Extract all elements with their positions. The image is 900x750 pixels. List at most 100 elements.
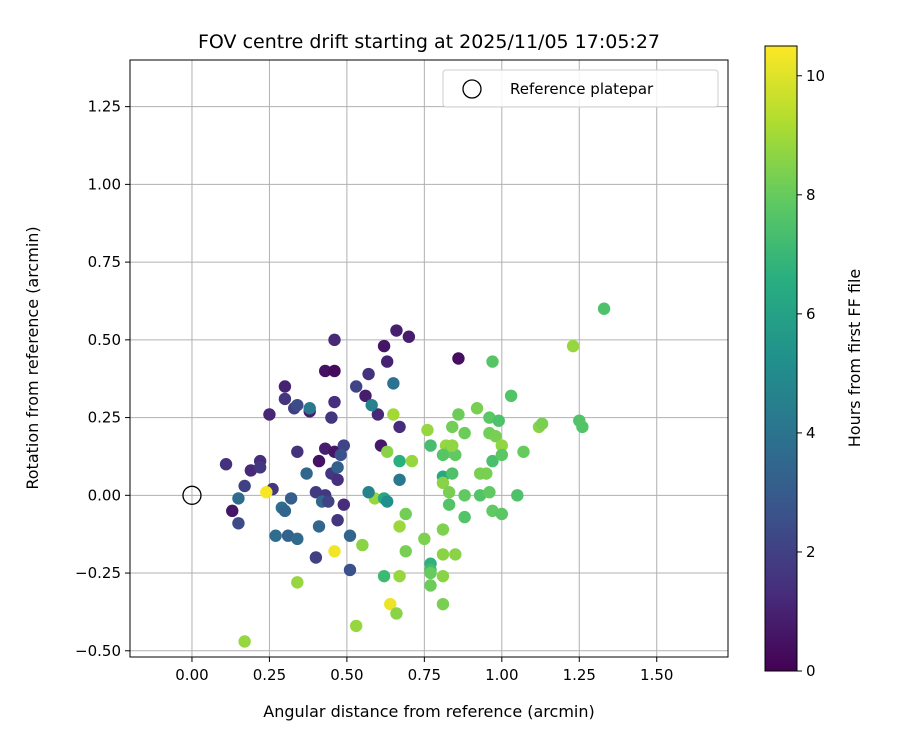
scatter-point	[377, 569, 391, 583]
scatter-point	[458, 489, 471, 502]
colorbar-tick-label: 2	[806, 543, 816, 561]
scatter-point	[470, 402, 484, 415]
x-tick-label: 0.00	[175, 666, 208, 684]
scatter-point	[260, 486, 273, 499]
scatter-point	[331, 473, 344, 486]
y-tick-label: 0.50	[88, 331, 121, 349]
scatter-point	[238, 635, 251, 648]
scatter-point	[356, 538, 369, 552]
legend-label: Reference platepar	[510, 80, 654, 98]
scatter-point	[390, 607, 403, 620]
scatter-point	[399, 545, 412, 558]
scatter-point	[393, 420, 406, 434]
scatter-point	[458, 426, 471, 440]
scatter-point	[483, 486, 496, 499]
scatter-point	[458, 510, 471, 524]
legend-box	[442, 69, 719, 108]
scatter-point	[597, 302, 611, 315]
scatter-point	[442, 498, 456, 511]
scatter-point	[349, 380, 363, 393]
legend: Reference platepar	[442, 69, 719, 108]
colorbar-tick-label: 0	[806, 662, 816, 680]
scatter-point	[384, 597, 397, 611]
scatter-point	[284, 492, 298, 505]
scatter-point	[319, 364, 332, 378]
scatter-point	[393, 473, 406, 486]
colorbar-tick-label: 4	[806, 424, 816, 442]
chart-title: FOV centre drift starting at 2025/11/05 …	[198, 31, 660, 53]
scatter-point	[517, 445, 530, 458]
x-axis-ticks: 0.00 0.25 0.50 0.75 1.00 1.25 1.50	[175, 657, 673, 684]
scatter-point	[489, 430, 502, 443]
y-tick-label: 0.00	[88, 486, 121, 504]
scatter-point	[263, 408, 276, 421]
scatter-point	[365, 398, 378, 412]
scatter-point	[291, 532, 304, 546]
scatter-point	[334, 448, 347, 462]
scatter-point	[399, 507, 412, 521]
scatter-point	[449, 548, 462, 561]
x-tick-label: 0.50	[330, 666, 363, 684]
scatter-point	[436, 548, 450, 561]
scatter-point	[511, 489, 524, 502]
scatter-point	[446, 467, 459, 480]
y-axis-ticks: −0.50 −0.25 0.00 0.25 0.50 0.75 1.00 1.25	[75, 98, 130, 660]
y-tick-label: 1.00	[88, 175, 121, 193]
scatter-point	[436, 476, 450, 490]
colorbar-ticks: 0 2 4 6 8 10	[797, 67, 825, 680]
scatter-point	[328, 364, 341, 378]
x-tick-label: 1.50	[640, 666, 673, 684]
scatter-point	[219, 458, 233, 471]
scatter-point	[504, 389, 518, 403]
scatter-point	[390, 324, 403, 337]
colorbar-tick-label: 10	[806, 67, 825, 85]
x-tick-label: 1.00	[485, 666, 518, 684]
scatter-point	[446, 439, 459, 452]
scatter-point	[495, 439, 509, 452]
scatter-point	[309, 551, 323, 564]
scatter-point	[387, 408, 400, 421]
scatter-point	[328, 545, 341, 558]
scatter-point	[486, 355, 499, 368]
scatter-point	[328, 333, 341, 347]
y-tick-label: 1.25	[88, 98, 121, 116]
scatter-point	[253, 461, 267, 474]
grid-lines	[130, 60, 728, 657]
scatter-point	[418, 532, 431, 546]
x-tick-label: 1.25	[563, 666, 596, 684]
scatter-point	[291, 398, 304, 412]
scatter-point	[436, 448, 450, 462]
y-tick-label: −0.25	[75, 564, 121, 582]
scatter-point	[576, 420, 589, 434]
scatter-point	[402, 330, 416, 343]
reference-marker	[182, 485, 202, 505]
scatter-point	[325, 411, 338, 424]
legend-marker	[462, 79, 482, 99]
scatter-point	[421, 423, 434, 437]
y-tick-label: 0.75	[88, 253, 121, 271]
scatter-point	[371, 408, 385, 421]
scatter-point	[377, 339, 391, 353]
scatter-point	[495, 448, 509, 462]
colorbar-tick-label: 8	[806, 186, 816, 204]
scatter-point	[349, 619, 363, 633]
scatter-point	[312, 454, 326, 468]
colorbar: 0 2 4 6 8 10 Hours from first FF file	[764, 45, 864, 680]
scatter-point	[331, 461, 344, 474]
scatter-point	[495, 507, 509, 521]
scatter-point	[393, 520, 406, 533]
scatter-point	[436, 569, 450, 583]
scatter-point	[405, 454, 419, 468]
scatter-point	[566, 339, 580, 353]
x-tick-label: 0.25	[253, 666, 286, 684]
scatter-point	[424, 566, 437, 580]
scatter-point	[226, 504, 239, 518]
scatter-point	[303, 402, 316, 415]
scatter-point	[269, 529, 282, 542]
scatter-point	[452, 352, 465, 365]
scatter-point	[362, 367, 375, 381]
colorbar-gradient	[764, 45, 798, 672]
scatter-point	[232, 517, 245, 530]
scatter-point	[312, 520, 326, 533]
